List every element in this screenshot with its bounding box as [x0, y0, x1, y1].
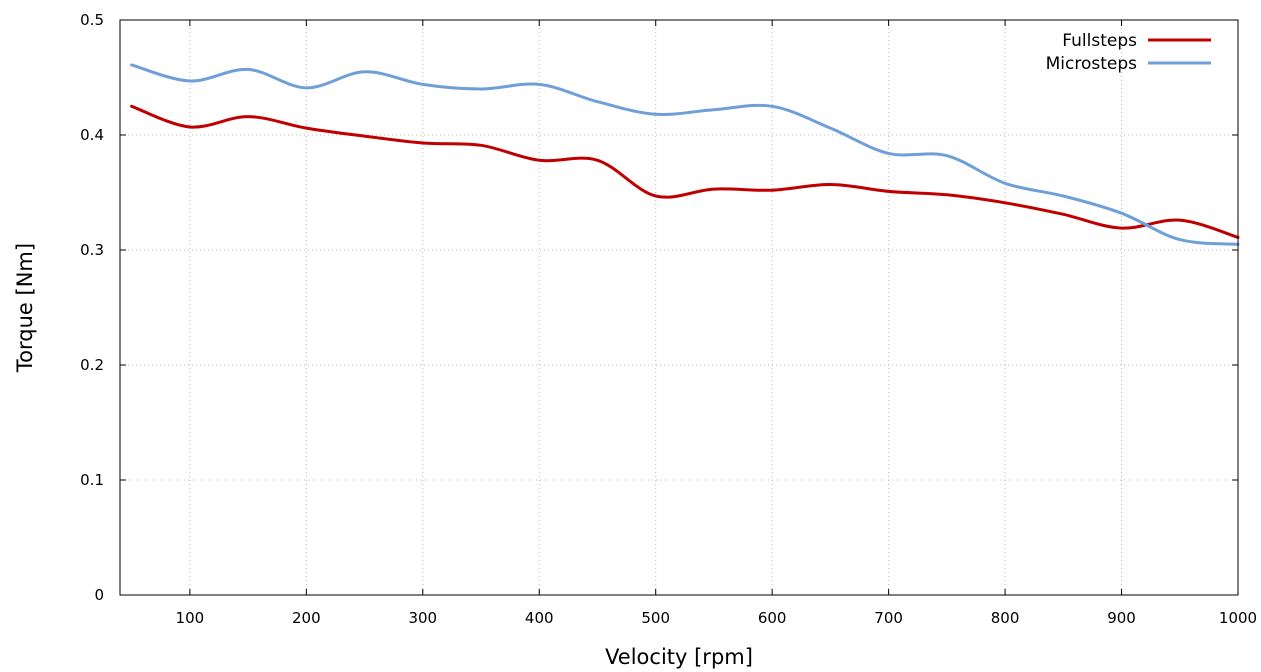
legend-label-fullsteps: Fullsteps [1062, 31, 1137, 51]
x-tick-label: 300 [408, 609, 437, 627]
x-tick-label: 400 [525, 609, 554, 627]
y-tick-label: 0.1 [80, 471, 104, 489]
series-line-microsteps [130, 63, 1240, 246]
y-tick-label: 0.4 [80, 126, 104, 144]
x-tick-label: 100 [176, 609, 205, 627]
legend-label-microsteps: Microsteps [1046, 54, 1138, 74]
x-tick-label: 700 [874, 609, 903, 627]
series-line-fullsteps [130, 104, 1240, 239]
x-tick-label: 200 [292, 609, 321, 627]
x-tick-label: 1000 [1219, 609, 1257, 627]
x-tick-label: 600 [758, 609, 787, 627]
y-tick-label: 0 [94, 586, 104, 604]
y-tick-label: 0.2 [80, 356, 104, 374]
x-tick-label: 800 [991, 609, 1020, 627]
axis-ticks: 100 200 300 400 500 600 700 800 900 1000 0 0.1 0.2 0.… [80, 11, 1257, 627]
series-lines [130, 63, 1240, 246]
plot-frame [119, 19, 1239, 596]
legend: Fullsteps Microsteps [1046, 31, 1211, 74]
x-tick-label: 500 [641, 609, 670, 627]
grid [120, 20, 1239, 595]
x-axis-title: Velocity [rpm] [605, 645, 753, 669]
y-axis-title: Torque [Nm] [13, 243, 37, 373]
y-tick-label: 0.5 [80, 11, 104, 29]
y-tick-label: 0.3 [80, 241, 104, 259]
x-tick-label: 900 [1107, 609, 1136, 627]
